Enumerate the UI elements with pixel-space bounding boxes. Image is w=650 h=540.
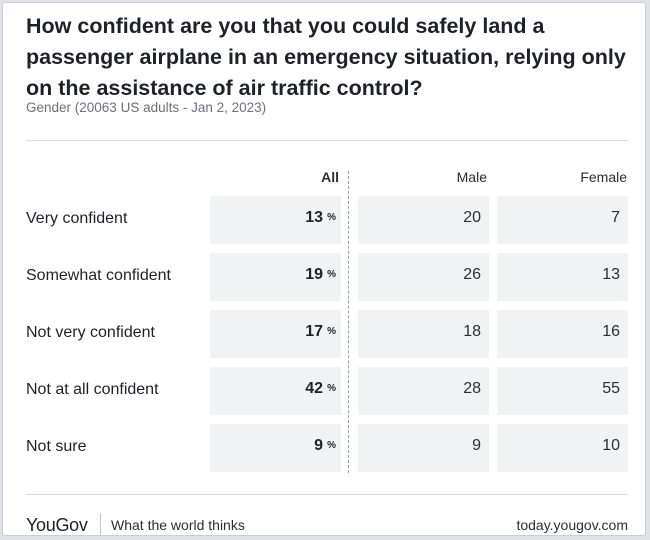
footer: YouGov What the world thinks today.yougo… [3, 508, 650, 538]
table-row: Somewhat confident 19% 26 13 [3, 253, 650, 301]
cell-all: 13% [210, 196, 341, 244]
footer-separator [100, 513, 101, 535]
value-male: 18 [463, 323, 481, 340]
bottom-divider [26, 494, 628, 495]
table-row: Not very confident 17% 18 16 [3, 310, 650, 358]
site-link[interactable]: today.yougov.com [516, 517, 628, 533]
value-female: 55 [602, 380, 620, 397]
column-header-female: Female [580, 169, 627, 185]
value-male: 9 [472, 437, 481, 454]
value-all: 17 [305, 323, 323, 340]
cell-male: 28 [358, 367, 489, 415]
column-header-male: Male [456, 169, 487, 185]
cell-all: 19% [210, 253, 341, 301]
row-label: Very confident [26, 210, 128, 227]
cell-male: 9 [358, 424, 489, 472]
table-row: Not sure 9% 9 10 [3, 424, 650, 472]
value-male: 20 [463, 209, 481, 226]
tagline: What the world thinks [111, 517, 245, 533]
cell-all: 17% [210, 310, 341, 358]
percent-sign: % [327, 212, 336, 223]
cell-all: 9% [210, 424, 341, 472]
row-label: Not sure [26, 438, 87, 455]
percent-sign: % [327, 269, 336, 280]
value-all: 9 [314, 437, 323, 454]
table-row: Very confident 13% 20 7 [3, 196, 650, 244]
value-female: 7 [611, 209, 620, 226]
value-female: 10 [602, 437, 620, 454]
cell-female: 16 [497, 310, 628, 358]
top-divider [26, 140, 628, 141]
value-all: 19 [305, 266, 323, 283]
cell-all: 42% [210, 367, 341, 415]
column-header-all: All [321, 169, 339, 185]
cell-male: 20 [358, 196, 489, 244]
value-all: 42 [305, 380, 323, 397]
row-label: Not very confident [26, 324, 155, 341]
chart-card: How confident are you that you could saf… [2, 2, 646, 536]
cell-male: 18 [358, 310, 489, 358]
value-all: 13 [305, 209, 323, 226]
percent-sign: % [327, 326, 336, 337]
chart-subtitle: Gender (20063 US adults - Jan 2, 2023) [26, 100, 267, 115]
cell-female: 7 [497, 196, 628, 244]
cell-male: 26 [358, 253, 489, 301]
row-label: Somewhat confident [26, 267, 171, 284]
percent-sign: % [327, 440, 336, 451]
cell-female: 10 [497, 424, 628, 472]
value-female: 13 [602, 266, 620, 283]
table-row: Not at all confident 42% 28 55 [3, 367, 650, 415]
row-label: Not at all confident [26, 381, 159, 398]
value-male: 26 [463, 266, 481, 283]
value-male: 28 [463, 380, 481, 397]
percent-sign: % [327, 383, 336, 394]
cell-female: 13 [497, 253, 628, 301]
column-divider [348, 171, 349, 473]
chart-title: How confident are you that you could saf… [26, 14, 626, 100]
yougov-logo[interactable]: YouGov [26, 515, 88, 535]
value-female: 16 [602, 323, 620, 340]
cell-female: 55 [497, 367, 628, 415]
